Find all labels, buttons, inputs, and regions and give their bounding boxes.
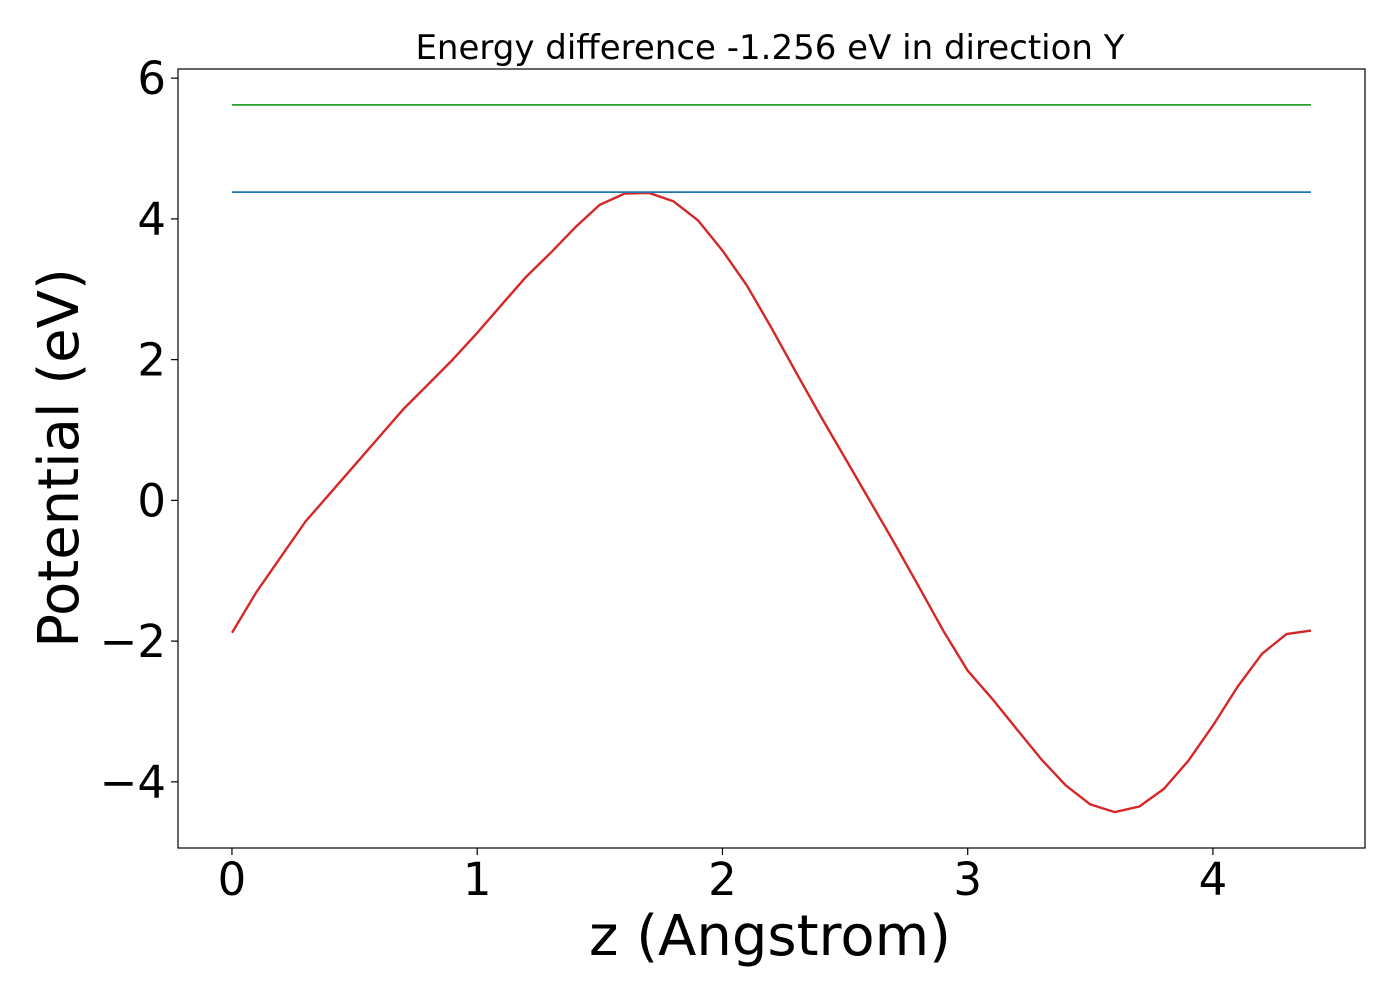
y-tick-label: 6 xyxy=(137,52,166,105)
x-tick-label: 0 xyxy=(218,853,247,906)
x-tick-label: 4 xyxy=(1199,853,1228,906)
y-tick-label: 0 xyxy=(137,474,166,527)
y-axis-label: Potential (eV) xyxy=(27,268,92,648)
x-axis-label: z (Angstrom) xyxy=(589,904,951,969)
x-tick-label: 1 xyxy=(463,853,492,906)
chart-title: Energy difference -1.256 eV in direction… xyxy=(415,28,1124,68)
y-tick-label: −2 xyxy=(100,615,166,668)
series-line-0 xyxy=(230,191,1312,814)
x-axis-ticks: 0 1 2 3 4 xyxy=(218,848,1228,906)
x-tick-label: 2 xyxy=(708,853,737,906)
series-group xyxy=(230,104,1312,814)
y-axis-ticks: −4 −2 0 2 4 6 xyxy=(100,52,178,809)
x-tick-label: 3 xyxy=(953,853,982,906)
plot-frame xyxy=(177,68,1366,849)
y-tick-label: 4 xyxy=(137,193,166,246)
y-tick-label: −4 xyxy=(100,756,166,809)
y-tick-label: 2 xyxy=(137,334,166,387)
